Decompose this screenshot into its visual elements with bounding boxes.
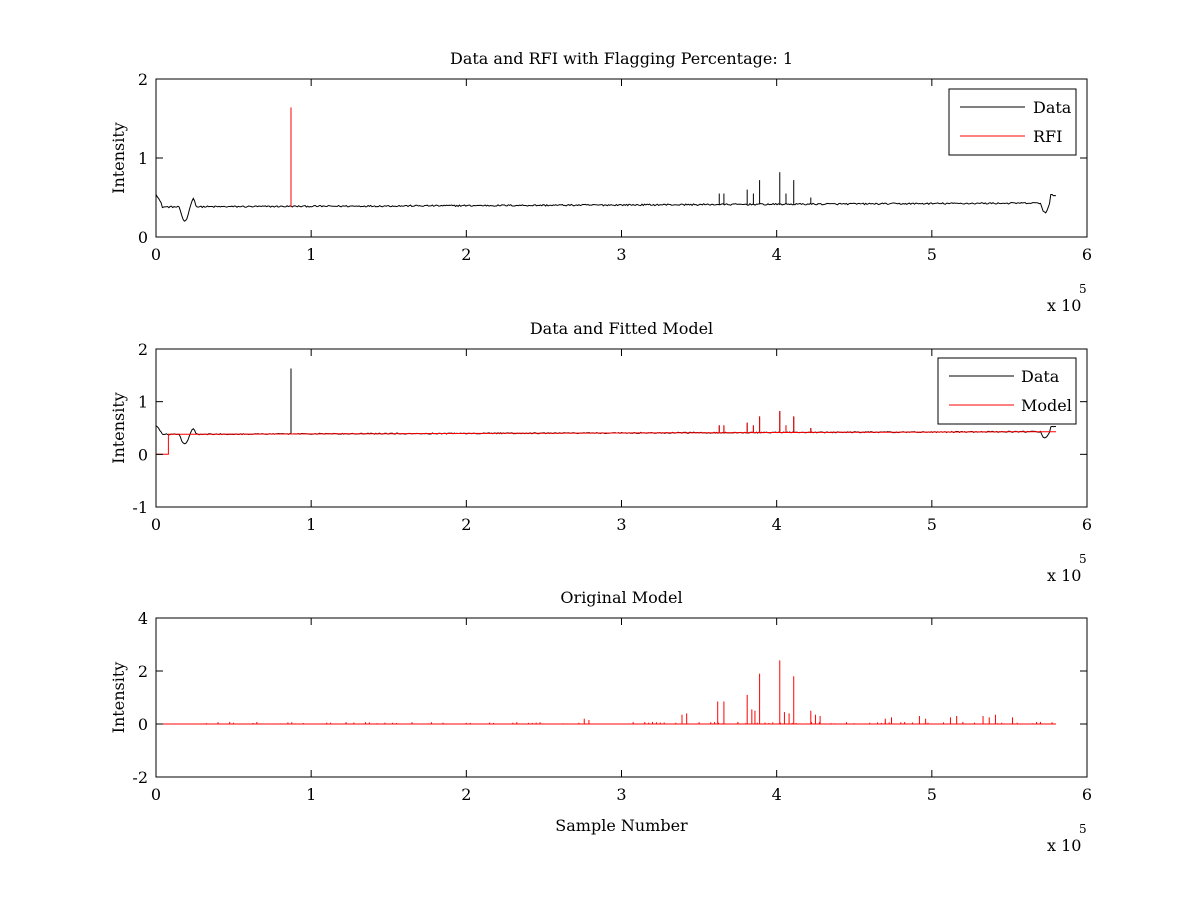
plot-area xyxy=(155,78,1088,238)
x-multiplier-exponent: 5 xyxy=(1079,282,1087,296)
y-tick-label: -1 xyxy=(132,498,148,517)
plot-area xyxy=(155,617,1088,778)
y-tick-label: 2 xyxy=(138,340,148,359)
x-tick-label: 5 xyxy=(927,785,937,804)
x-tick-label: 2 xyxy=(461,515,471,534)
x-tick-label: 1 xyxy=(306,515,316,534)
x-tick-label: 0 xyxy=(151,785,161,804)
chart-title: Data and RFI with Flagging Percentage: 1 xyxy=(450,49,793,68)
x-tick-label: 2 xyxy=(461,785,471,804)
legend-label: Data xyxy=(1033,98,1072,117)
x-tick-label: 3 xyxy=(616,785,626,804)
x-multiplier-exponent: 5 xyxy=(1079,552,1087,566)
subplot-rfi: 0 1 2 3 4 5 6 0 1 2 Data and RFI with Flagging Per… xyxy=(109,49,1092,315)
x-tick-label: 1 xyxy=(306,245,316,264)
y-axis-label: Intensity xyxy=(109,122,128,194)
x-tick-label: 4 xyxy=(772,515,782,534)
y-tick-label: 4 xyxy=(138,609,148,628)
chart-title: Data and Fitted Model xyxy=(530,319,713,338)
x-tick-label: 6 xyxy=(1082,515,1092,534)
x-tick-label: 0 xyxy=(151,245,161,264)
x-tick-label: 5 xyxy=(927,515,937,534)
x-tick-label: 4 xyxy=(772,245,782,264)
x-tick-label: 3 xyxy=(616,515,626,534)
x-tick-label: 5 xyxy=(927,245,937,264)
legend-box xyxy=(937,357,1077,425)
chart-title: Original Model xyxy=(560,588,682,607)
plot-area xyxy=(155,348,1088,508)
x-tick-label: 4 xyxy=(772,785,782,804)
y-tick-label: 0 xyxy=(138,445,148,464)
y-tick-label: 0 xyxy=(138,228,148,247)
x-multiplier-exponent: 5 xyxy=(1079,822,1087,836)
x-multiplier: x 10 xyxy=(1047,296,1081,315)
x-tick-label: 2 xyxy=(461,245,471,264)
y-tick-label: 1 xyxy=(138,149,148,168)
x-multiplier: x 10 xyxy=(1047,836,1081,855)
y-axis-label: Intensity xyxy=(109,392,128,464)
x-tick-label: 1 xyxy=(306,785,316,804)
y-tick-label: 2 xyxy=(138,70,148,89)
x-tick-label: 6 xyxy=(1082,785,1092,804)
legend-label: Model xyxy=(1021,396,1072,415)
y-tick-label: -2 xyxy=(132,768,148,787)
legend-label: Data xyxy=(1021,367,1060,386)
y-axis-label: Intensity xyxy=(109,662,128,734)
x-tick-label: 0 xyxy=(151,515,161,534)
y-tick-label: 0 xyxy=(138,715,148,734)
x-multiplier: x 10 xyxy=(1047,566,1081,585)
legend-label: RFI xyxy=(1033,127,1062,146)
y-tick-label: 2 xyxy=(138,662,148,681)
legend: Data Model xyxy=(937,357,1077,425)
legend: Data RFI xyxy=(948,88,1077,156)
y-tick-label: 1 xyxy=(138,393,148,412)
series-model xyxy=(156,411,1056,455)
x-tick-label: 6 xyxy=(1082,245,1092,264)
series-model xyxy=(156,660,1056,725)
x-tick-label: 3 xyxy=(616,245,626,264)
x-axis-label: Sample Number xyxy=(555,816,688,835)
legend-box xyxy=(948,88,1077,156)
series-line xyxy=(155,194,1057,222)
series-line xyxy=(156,431,1056,455)
